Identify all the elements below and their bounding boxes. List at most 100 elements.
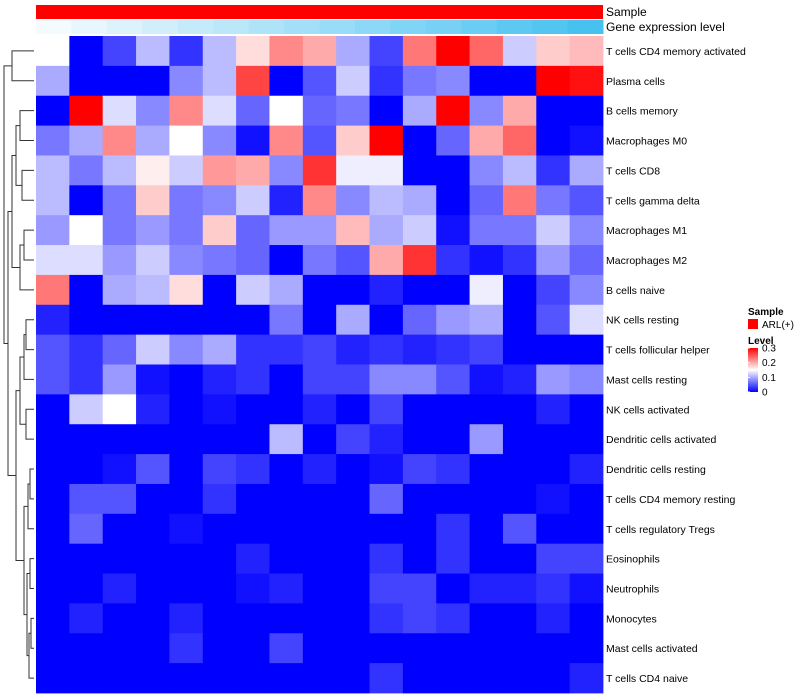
heatmap-cell xyxy=(136,245,170,276)
heatmap-cell xyxy=(169,364,204,395)
row-label: T cells CD8 xyxy=(606,165,660,177)
heatmap-cell xyxy=(36,36,70,67)
heatmap-cell xyxy=(336,633,370,664)
heatmap-cell xyxy=(236,65,270,97)
heatmap-cell xyxy=(102,603,137,634)
heatmap-cell xyxy=(36,215,70,246)
heatmap-cell xyxy=(202,663,237,694)
heatmap-cell xyxy=(169,125,204,156)
heatmap-cell xyxy=(36,633,70,664)
heatmap-cell xyxy=(402,245,437,276)
heatmap-cell xyxy=(502,274,537,306)
heatmap-cell xyxy=(569,513,604,545)
heatmap-cell xyxy=(136,125,170,156)
heatmap-cell xyxy=(302,334,337,365)
heatmap-cell xyxy=(102,633,137,664)
heatmap-cell xyxy=(202,364,237,395)
heatmap-cell xyxy=(336,454,370,485)
heatmap-cell xyxy=(236,245,270,276)
heatmap-cell xyxy=(436,543,470,574)
row-label: Neutrophils xyxy=(606,583,659,595)
row-label: Mast cells activated xyxy=(606,643,698,655)
heatmap-cell xyxy=(202,424,237,455)
heatmap-cell xyxy=(136,424,170,455)
heatmap-cell xyxy=(136,65,170,97)
heatmap-cell xyxy=(402,543,437,574)
heatmap-cell xyxy=(402,424,437,455)
heatmap-cell xyxy=(336,364,370,395)
heatmap-cell xyxy=(202,215,237,246)
heatmap-cell xyxy=(202,513,237,545)
heatmap-cell xyxy=(269,364,304,395)
heatmap-cell xyxy=(302,155,337,186)
heatmap-cell xyxy=(402,633,437,664)
heatmap-cell xyxy=(369,663,404,694)
heatmap-cell xyxy=(536,95,571,126)
row-label: Mast cells resting xyxy=(606,374,687,386)
heatmap-cell xyxy=(369,65,404,97)
legend-level-ticks: 0.3 0.2 0.1 0 xyxy=(748,344,776,399)
heatmap-cell xyxy=(169,215,204,246)
heatmap-cell xyxy=(236,394,270,425)
heatmap-cell xyxy=(269,633,304,664)
heatmap-cell xyxy=(236,513,270,545)
heatmap-cell xyxy=(436,36,470,67)
heatmap-cell xyxy=(69,364,104,395)
legend-tick-label: 0 xyxy=(762,388,768,399)
heatmap-cell xyxy=(136,274,170,306)
row-dendrogram xyxy=(3,50,34,679)
dendrogram-branch xyxy=(11,50,34,82)
heatmap-cell xyxy=(302,573,337,604)
heatmap-cell xyxy=(502,513,537,545)
heatmap-cell xyxy=(36,245,70,276)
heatmap-cell xyxy=(169,95,204,126)
heatmap-cell xyxy=(569,274,604,306)
legend-sample-swatch xyxy=(748,319,758,329)
heatmap-cell xyxy=(202,185,237,216)
heatmap-cell xyxy=(402,454,437,485)
heatmap-cell xyxy=(436,573,470,604)
heatmap-cell xyxy=(169,155,204,186)
heatmap-cell xyxy=(302,125,337,156)
heatmap-cell xyxy=(369,95,404,126)
heatmap-cell xyxy=(436,155,470,186)
heatmap-cell xyxy=(269,36,304,67)
heatmap-cell xyxy=(369,573,404,604)
heatmap-cell xyxy=(402,36,437,67)
heatmap-cell xyxy=(302,543,337,574)
heatmap-cell xyxy=(236,125,270,156)
heatmap-cell xyxy=(402,155,437,186)
heatmap-cell xyxy=(336,36,370,67)
heatmap-cell xyxy=(136,95,170,126)
legend-tick-label: 0.2 xyxy=(762,358,776,369)
gene-level-segment xyxy=(319,20,356,34)
heatmap-cell xyxy=(536,513,571,545)
heatmap-cell xyxy=(569,633,604,664)
gene-level-segment xyxy=(36,20,72,34)
heatmap-cell xyxy=(336,125,370,156)
heatmap-cell xyxy=(169,274,204,306)
heatmap-cell xyxy=(336,95,370,126)
heatmap-cell xyxy=(36,304,70,336)
heatmap-cell xyxy=(536,633,571,664)
heatmap-cell xyxy=(336,424,370,455)
heatmap-cell xyxy=(102,274,137,306)
heatmap-cell xyxy=(202,483,237,515)
legend: Sample ARL(+) Level 0.3 0.2 0.1 0 xyxy=(748,307,794,399)
heatmap-cell xyxy=(69,36,104,67)
heatmap-cell xyxy=(369,424,404,455)
heatmap-cell xyxy=(502,424,537,455)
heatmap-cell xyxy=(136,36,170,67)
heatmap-cell xyxy=(302,424,337,455)
heatmap-cell xyxy=(336,573,370,604)
heatmap-cell xyxy=(469,215,504,246)
heatmap-cell xyxy=(202,454,237,485)
heatmap-cell xyxy=(436,185,470,216)
heatmap-cell xyxy=(436,65,470,97)
heatmap-cell xyxy=(202,245,237,276)
heatmap-cell xyxy=(536,573,571,604)
heatmap-cell xyxy=(536,663,571,694)
heatmap-cell xyxy=(169,65,204,97)
heatmap-cell xyxy=(169,483,204,515)
heatmap-cell xyxy=(102,513,137,545)
